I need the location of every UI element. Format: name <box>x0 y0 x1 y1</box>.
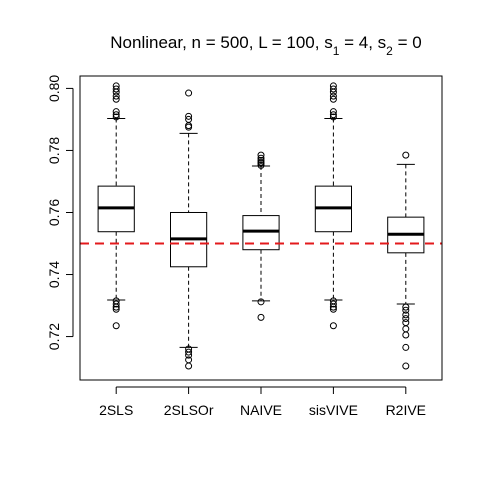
outlier-point <box>402 343 410 351</box>
outlier-point <box>112 108 120 116</box>
outlier-point <box>185 362 193 370</box>
outlier-point <box>185 123 193 131</box>
outlier-point <box>329 113 337 121</box>
title-part: Nonlinear, n = 500, L = 100, s <box>110 33 332 52</box>
outlier-point <box>112 85 120 93</box>
outlier-point <box>329 305 337 313</box>
box-group-r2ive <box>387 151 425 370</box>
outlier-point <box>257 298 265 306</box>
title-part: = 4, s <box>339 33 386 52</box>
outlier-point <box>257 154 265 162</box>
outlier-point <box>257 151 265 159</box>
outlier-point <box>402 306 410 314</box>
outlier-point <box>112 322 120 330</box>
x-tick-label: R2IVE <box>386 402 426 418</box>
outlier-point <box>329 88 337 96</box>
outlier-point <box>402 311 410 319</box>
outlier-point <box>402 151 410 159</box>
outlier-point <box>329 95 337 103</box>
outlier-point <box>112 303 120 311</box>
outlier-point <box>112 92 120 100</box>
outlier-point <box>402 303 410 311</box>
outlier-point <box>257 159 265 167</box>
outlier-point <box>329 92 337 100</box>
x-tick-label: 2SLSOr <box>164 402 214 418</box>
outlier-point <box>329 303 337 311</box>
outlier-point <box>402 331 410 339</box>
outlier-point <box>112 113 120 121</box>
outlier-point <box>257 156 265 164</box>
x-axis: 2SLS 2SLSOr NAIVE sisVIVE R2IVE <box>99 386 426 418</box>
y-tick-label: 0.76 <box>46 199 62 226</box>
x-tick-label: 2SLS <box>99 402 133 418</box>
x-tick-label: sisVIVE <box>309 402 358 418</box>
title-part: 2 <box>386 44 393 58</box>
y-tick-label: 0.80 <box>46 75 62 102</box>
box-group-2sls <box>97 82 135 330</box>
title-part: 1 <box>333 44 340 58</box>
box-group-2slsor <box>170 89 208 370</box>
outlier-point <box>402 362 410 370</box>
outlier-point <box>112 95 120 103</box>
y-tick-label: 0.72 <box>46 323 62 350</box>
outlier-point <box>257 313 265 321</box>
outlier-point <box>329 108 337 116</box>
outlier-point <box>112 111 120 119</box>
outlier-point <box>185 112 193 120</box>
outlier-point <box>329 322 337 330</box>
outlier-point <box>185 348 193 356</box>
title-part: = 0 <box>393 33 422 52</box>
outlier-point <box>257 161 265 169</box>
outlier-point <box>329 85 337 93</box>
outlier-point <box>185 351 193 359</box>
outlier-point <box>112 305 120 313</box>
outlier-point <box>329 300 337 308</box>
box-group-sisvive <box>314 82 352 330</box>
iqr-box <box>242 215 280 251</box>
outlier-point <box>185 89 193 97</box>
chart-title: Nonlinear, n = 500, L = 100, s1 = 4, s2 … <box>110 33 421 58</box>
outlier-point <box>329 111 337 119</box>
outlier-point <box>112 300 120 308</box>
plot-area <box>79 75 443 381</box>
y-tick-label: 0.74 <box>46 261 62 288</box>
outlier-point <box>402 315 410 323</box>
x-tick-label: NAIVE <box>240 402 282 418</box>
y-tick-label: 0.78 <box>46 137 62 164</box>
plot-frame <box>79 75 443 381</box>
outlier-point <box>112 88 120 96</box>
y-axis: 0.72 0.74 0.76 0.78 0.80 <box>46 75 74 350</box>
